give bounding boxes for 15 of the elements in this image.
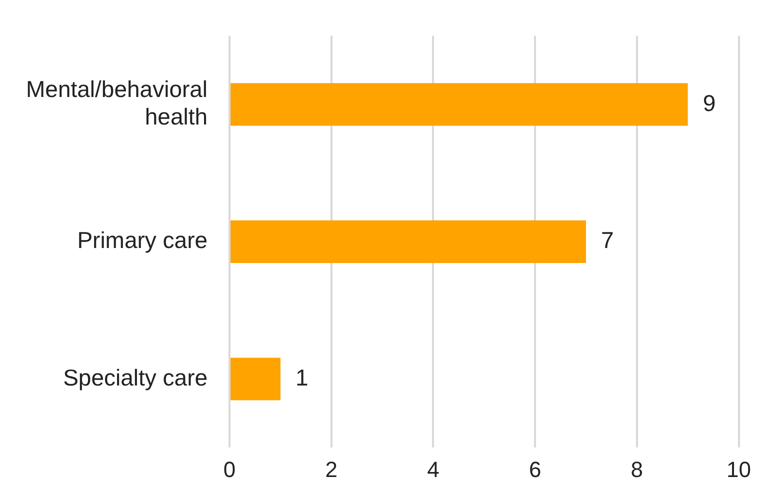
data-label: 1: [295, 364, 308, 390]
bar: [230, 220, 586, 263]
x-tick-label: 8: [630, 456, 644, 482]
x-tick-label: 2: [325, 456, 338, 482]
bar: [230, 358, 280, 400]
y-tick-label: Primary care: [77, 227, 208, 254]
y-tick-label: Specialty care: [63, 364, 208, 390]
x-tick-label: 0: [223, 456, 236, 482]
data-label: 7: [601, 227, 614, 254]
x-tick-label: 4: [427, 456, 440, 482]
x-tick-label: 10: [726, 456, 752, 482]
bar: [230, 83, 688, 126]
x-tick-label: 6: [528, 456, 542, 482]
y-tick-label: Mental/behavioral health: [26, 76, 208, 130]
data-label: 9: [702, 90, 716, 116]
